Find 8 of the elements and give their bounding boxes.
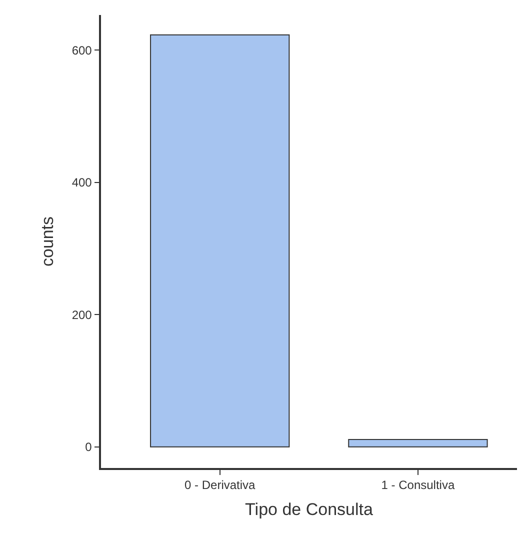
x-tick-label: 0 - Derivativa xyxy=(184,478,256,492)
x-tick-label: 1 - Consultiva xyxy=(381,478,455,492)
y-tick-label: 400 xyxy=(72,176,92,190)
y-tick-label: 200 xyxy=(72,308,92,322)
y-tick-label: 600 xyxy=(72,43,92,58)
y-tick-label: 0 xyxy=(85,440,92,454)
x-axis-title: Tipo de Consulta xyxy=(245,500,374,520)
y-axis-title: counts xyxy=(38,216,57,267)
